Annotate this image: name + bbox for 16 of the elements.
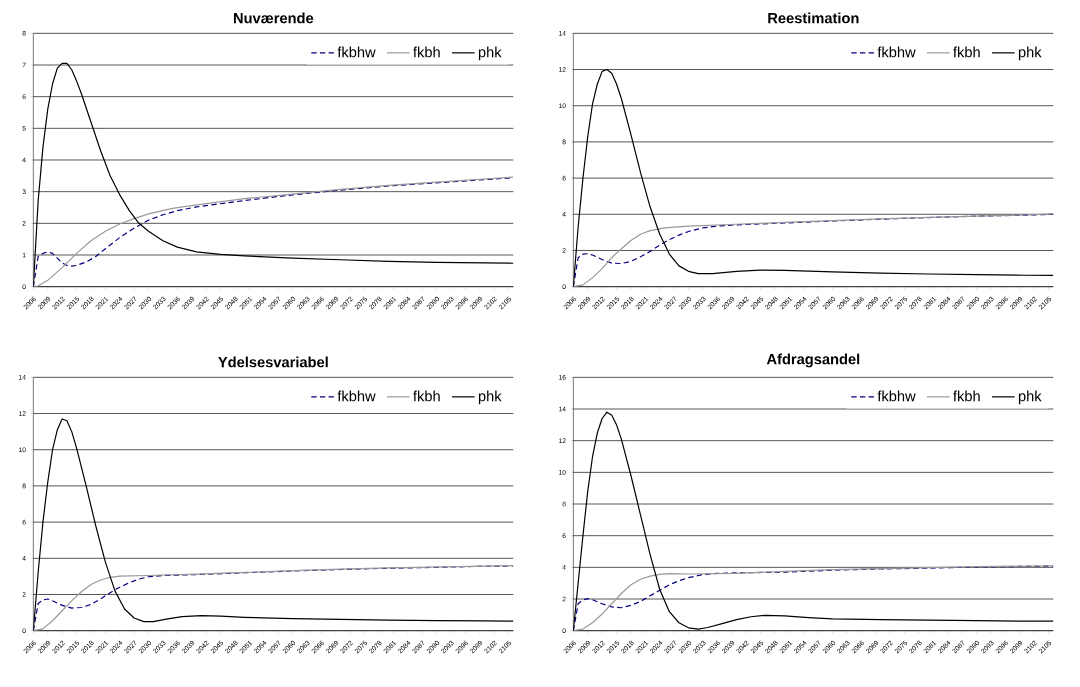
chart-title: Nuværende xyxy=(233,12,314,24)
legend-label: fkbh xyxy=(413,390,440,402)
legend-label: fkbhw xyxy=(877,46,916,58)
legend-label: phk xyxy=(1018,46,1042,61)
legend-label: fkbhw xyxy=(337,46,376,58)
legend-label: phk xyxy=(478,46,502,61)
legend-label: fkbhw xyxy=(337,390,376,402)
legend-label: phk xyxy=(478,390,502,405)
legend-label: fkbh xyxy=(413,46,440,58)
legend-label: fkbh xyxy=(953,46,980,58)
legend-label: phk xyxy=(1018,390,1042,405)
legend-label: fkbhw xyxy=(877,390,916,402)
chart-title: Reestimation xyxy=(768,12,859,24)
chart-title: Afdragsandel xyxy=(766,353,860,368)
legend-label: fkbh xyxy=(953,390,980,402)
chart-title: Ydelsesvariabel xyxy=(218,356,328,368)
